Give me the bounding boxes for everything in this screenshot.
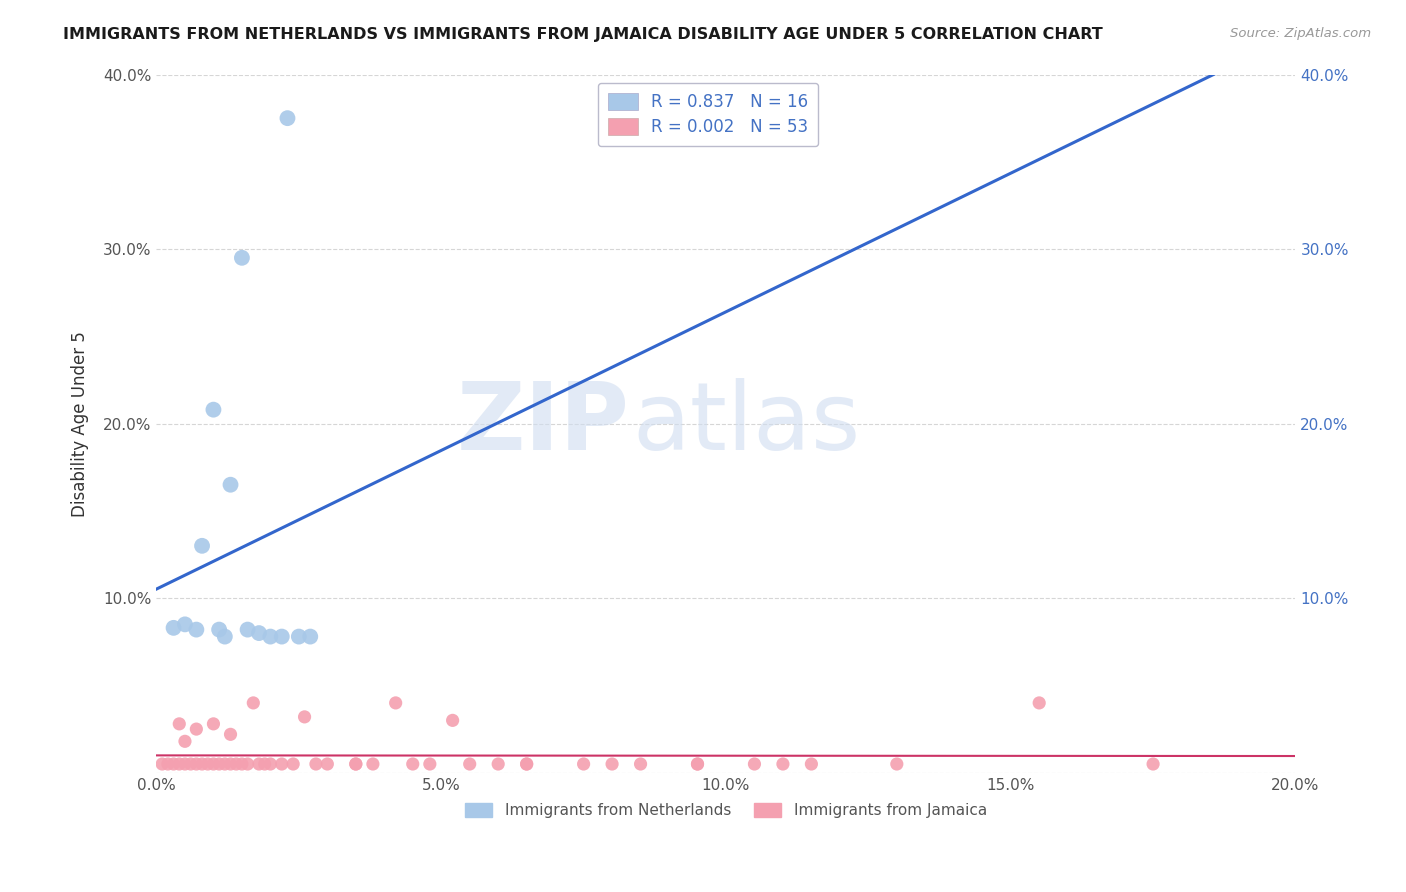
Point xyxy=(361,757,384,772)
Point xyxy=(259,757,281,772)
Point xyxy=(886,757,908,772)
Point xyxy=(299,630,322,644)
Point xyxy=(1142,757,1164,772)
Point xyxy=(208,623,231,637)
Point xyxy=(305,757,328,772)
Point xyxy=(162,621,184,635)
Point xyxy=(247,626,270,640)
Point xyxy=(253,757,276,772)
Point xyxy=(294,710,316,724)
Point xyxy=(458,757,481,772)
Point xyxy=(219,727,242,741)
Point xyxy=(283,757,305,772)
Point xyxy=(486,757,509,772)
Point xyxy=(236,623,259,637)
Point xyxy=(344,757,367,772)
Point xyxy=(214,630,236,644)
Point xyxy=(208,757,231,772)
Point xyxy=(686,757,709,772)
Point xyxy=(800,757,823,772)
Point xyxy=(186,722,208,736)
Point xyxy=(686,757,709,772)
Point xyxy=(270,757,292,772)
Point xyxy=(744,757,766,772)
Point xyxy=(174,734,197,748)
Point xyxy=(384,696,406,710)
Point xyxy=(214,757,236,772)
Point xyxy=(219,477,242,491)
Point xyxy=(419,757,441,772)
Point xyxy=(441,714,464,728)
Point xyxy=(247,757,270,772)
Y-axis label: Disability Age Under 5: Disability Age Under 5 xyxy=(72,331,89,516)
Point xyxy=(174,617,197,632)
Point xyxy=(316,757,339,772)
Point xyxy=(772,757,794,772)
Point xyxy=(169,757,191,772)
Point xyxy=(630,757,652,772)
Point xyxy=(180,757,202,772)
Point xyxy=(231,251,253,265)
Point xyxy=(186,757,208,772)
Point xyxy=(186,623,208,637)
Point xyxy=(236,757,259,772)
Point xyxy=(202,757,225,772)
Point xyxy=(191,539,214,553)
Point xyxy=(169,717,191,731)
Point xyxy=(191,757,214,772)
Point xyxy=(516,757,538,772)
Point xyxy=(402,757,425,772)
Point xyxy=(231,757,253,772)
Legend: Immigrants from Netherlands, Immigrants from Jamaica: Immigrants from Netherlands, Immigrants … xyxy=(458,797,993,824)
Point xyxy=(516,757,538,772)
Point xyxy=(202,717,225,731)
Text: atlas: atlas xyxy=(633,377,860,469)
Point xyxy=(276,111,298,125)
Point xyxy=(150,757,173,772)
Point xyxy=(270,630,292,644)
Point xyxy=(219,757,242,772)
Point xyxy=(1028,696,1050,710)
Point xyxy=(259,630,281,644)
Text: IMMIGRANTS FROM NETHERLANDS VS IMMIGRANTS FROM JAMAICA DISABILITY AGE UNDER 5 CO: IMMIGRANTS FROM NETHERLANDS VS IMMIGRANT… xyxy=(63,27,1104,42)
Point xyxy=(162,757,184,772)
Text: ZIP: ZIP xyxy=(457,377,628,469)
Point xyxy=(202,402,225,417)
Point xyxy=(156,757,179,772)
Point xyxy=(174,757,197,772)
Point xyxy=(225,757,247,772)
Point xyxy=(197,757,219,772)
Text: Source: ZipAtlas.com: Source: ZipAtlas.com xyxy=(1230,27,1371,40)
Point xyxy=(288,630,311,644)
Point xyxy=(600,757,623,772)
Point xyxy=(344,757,367,772)
Point xyxy=(572,757,595,772)
Point xyxy=(242,696,264,710)
